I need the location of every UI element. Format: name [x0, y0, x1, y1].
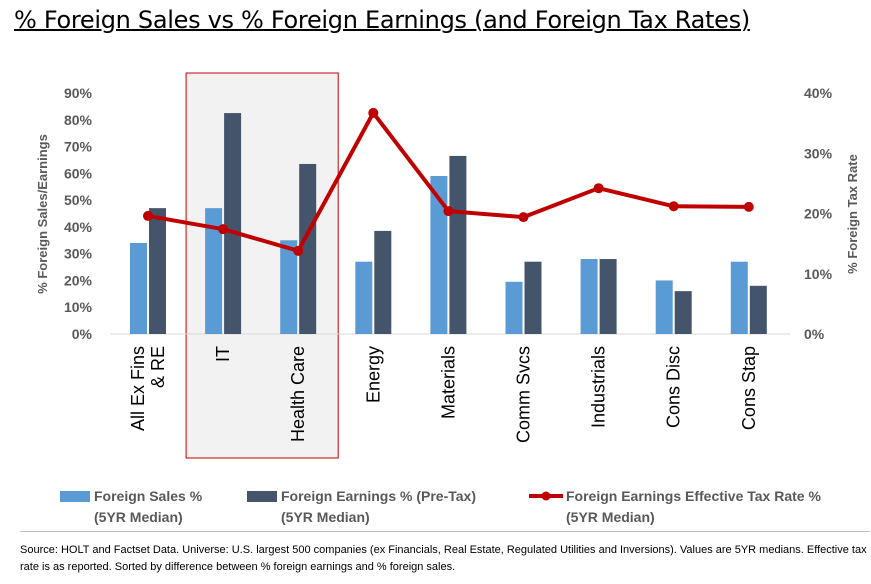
point-tax-rate	[518, 212, 529, 223]
bar-foreign-sales	[430, 176, 448, 334]
y-tick-label: 70%	[64, 139, 93, 155]
bar-foreign-sales	[655, 280, 673, 334]
bar-foreign-sales	[580, 259, 598, 334]
y2-tick-label: 40%	[804, 85, 833, 101]
bar-foreign-earnings	[224, 113, 242, 334]
bar-foreign-earnings	[449, 155, 467, 334]
y-tick-label: 0%	[72, 326, 93, 342]
source-note: Source: HOLT and Factset Data. Universe:…	[20, 544, 867, 573]
x-tick-label: Health Care	[288, 346, 308, 442]
legend-swatch-earnings	[247, 491, 277, 502]
chart: 0% 10% 20% 30% 40% 50% 60% 70% 80% 90% 0% 10% 20% 30%…	[35, 72, 860, 459]
y-tick-label: 60%	[64, 165, 93, 181]
x-tick-label: Energy	[363, 346, 383, 403]
bar-foreign-earnings	[674, 291, 692, 334]
y-tick-label: 80%	[64, 112, 93, 128]
point-tax-rate	[368, 107, 379, 118]
bar-foreign-earnings	[599, 259, 617, 334]
legend-item-tax: Foreign Earnings Effective Tax Rate % (5Y…	[528, 486, 821, 528]
bar-foreign-sales	[730, 261, 748, 334]
legend-label: Foreign Earnings % (Pre-Tax)	[281, 488, 476, 504]
y2-tick-label: 30%	[804, 145, 833, 161]
y2-axis-label: % Foreign Tax Rate	[845, 154, 860, 274]
x-tick-label: Cons Disc	[664, 346, 684, 428]
bar-foreign-earnings	[524, 261, 542, 334]
y-tick-label: 50%	[64, 192, 93, 208]
x-tick-label: & RE	[148, 346, 168, 388]
legend-item-earnings: Foreign Earnings % (Pre-Tax) (5YR Median)	[247, 486, 476, 528]
point-tax-rate	[668, 201, 679, 212]
legend-swatch-tax	[529, 491, 563, 501]
x-tick-label: Comm Svcs	[514, 346, 534, 443]
y2-tick-label: 20%	[804, 206, 833, 222]
y-axis-label: % Foreign Sales/Earnings	[35, 134, 50, 294]
point-tax-rate	[293, 245, 304, 256]
bar-foreign-sales	[205, 208, 223, 334]
legend-item-sales: Foreign Sales % (5YR Median)	[60, 486, 202, 528]
legend-label: Foreign Earnings Effective Tax Rate %	[566, 488, 821, 504]
bar-foreign-earnings	[374, 230, 392, 334]
bar-foreign-sales	[505, 281, 523, 334]
x-tick-label: Materials	[438, 346, 458, 419]
legend-label: (5YR Median)	[94, 509, 183, 525]
bar-foreign-sales	[280, 240, 298, 334]
bar-foreign-earnings	[749, 285, 767, 334]
legend-label: (5YR Median)	[566, 509, 655, 525]
y-tick-label: 40%	[64, 219, 93, 235]
bar-foreign-earnings	[149, 208, 166, 334]
y2-tick-label: 10%	[804, 266, 833, 282]
y-tick-label: 10%	[64, 299, 93, 315]
x-tick-label: IT	[213, 346, 233, 362]
y-tick-label: 30%	[64, 246, 93, 262]
point-tax-rate	[743, 201, 754, 212]
x-tick-label: Industrials	[589, 346, 609, 428]
chart-title: % Foreign Sales vs % Foreign Earnings (a…	[14, 6, 750, 34]
y-tick-label: 20%	[64, 272, 93, 288]
point-tax-rate	[143, 210, 153, 221]
divider	[20, 531, 870, 532]
bar-foreign-earnings	[299, 163, 317, 334]
legend-swatch-sales	[60, 491, 90, 502]
point-tax-rate	[443, 206, 454, 217]
bar-foreign-sales	[355, 261, 373, 334]
legend-label: (5YR Median)	[281, 509, 370, 525]
x-tick-label: Cons Stap	[739, 346, 759, 430]
y2-tick-label: 0%	[804, 326, 825, 342]
x-tick-label: All Ex Fins	[128, 346, 148, 431]
legend-label: Foreign Sales %	[94, 488, 203, 504]
bar-foreign-sales	[130, 242, 147, 334]
point-tax-rate	[593, 183, 604, 194]
point-tax-rate	[218, 224, 229, 235]
y-tick-label: 90%	[64, 85, 93, 101]
